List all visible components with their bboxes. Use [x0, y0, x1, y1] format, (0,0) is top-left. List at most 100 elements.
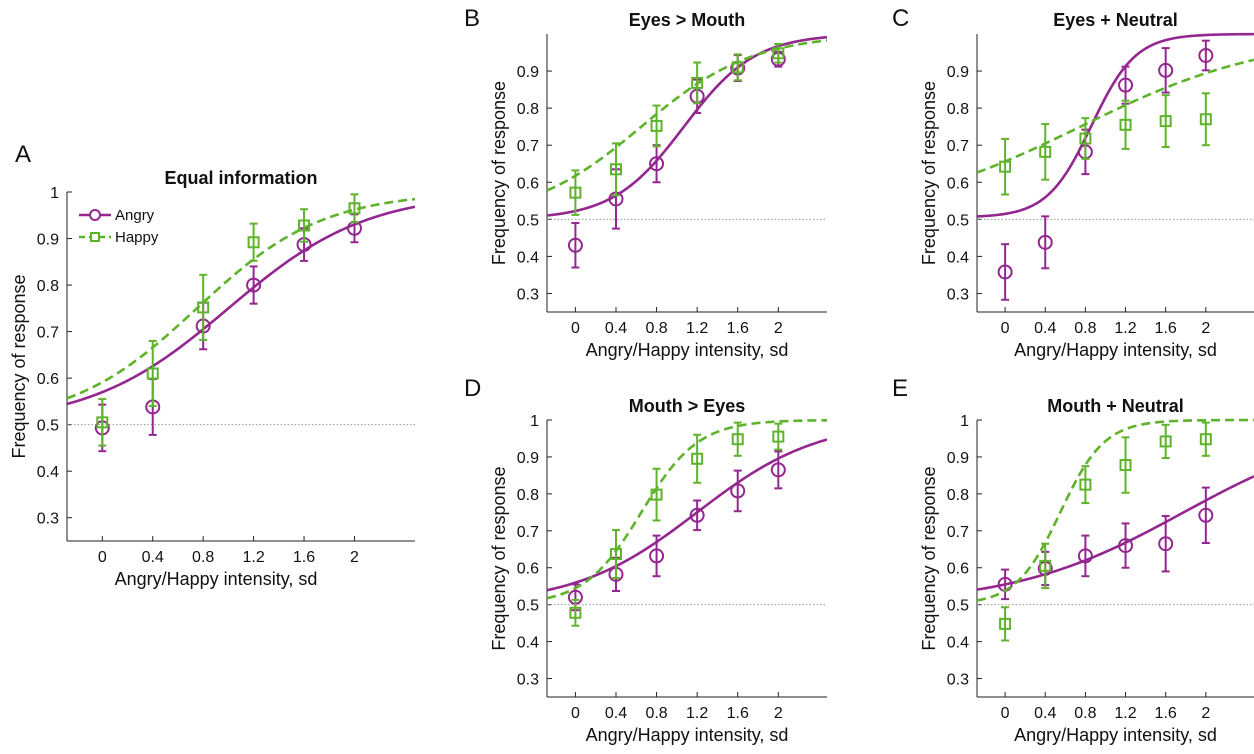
series-angry	[547, 438, 827, 612]
data-point	[650, 119, 663, 132]
y-tick-label: 0.6	[517, 175, 539, 192]
x-tick-label: 0.4	[1034, 705, 1056, 722]
data-point	[1198, 47, 1214, 63]
data-point	[689, 507, 705, 523]
data-point	[569, 606, 582, 619]
panel-d: D Mouth > Eyes 0.3 0.4 0.5 0.6 0.7 0.8 0.9 1 0 0.4 0…	[464, 375, 827, 745]
x-tick-label: 1.6	[1155, 320, 1177, 337]
y-tick-label: 0.9	[947, 64, 969, 81]
x-tick-label: 0	[571, 320, 580, 337]
data-point	[1077, 548, 1093, 564]
data-point	[997, 264, 1013, 280]
x-tick-label: 0.4	[1034, 320, 1056, 337]
data-point	[96, 416, 109, 429]
y-axis-label: Frequency of response	[489, 81, 509, 265]
x-tick-label: 2	[350, 549, 359, 566]
x-tick-label: 0	[98, 549, 107, 566]
y-tick-label: 0.3	[517, 286, 539, 303]
y-axis-label: Frequency of response	[9, 274, 29, 458]
data-point	[691, 452, 704, 465]
data-point	[999, 617, 1012, 630]
fit-curve-angry	[547, 35, 827, 217]
x-tick-label: 2	[774, 320, 783, 337]
y-tick-label: 0.5	[37, 418, 59, 435]
data-point	[567, 237, 583, 253]
data-point	[649, 156, 665, 172]
legend: Angry Happy	[79, 207, 159, 246]
data-point	[1079, 132, 1092, 145]
y-tick-label: 0.4	[947, 249, 969, 266]
x-tick-label: 0	[571, 705, 580, 722]
data-point	[772, 47, 785, 60]
panel-c: C Eyes + Neutral 0.3 0.4 0.5 0.6 0.7 0.8 0.9 0 0.4…	[892, 5, 1254, 360]
y-tick-label: 0.6	[37, 371, 59, 388]
y-tick-label: 0.4	[517, 249, 539, 266]
y-tick-label: 0.9	[517, 450, 539, 467]
x-tick-label: 1.6	[293, 549, 315, 566]
y-tick-label: 0.4	[37, 464, 59, 481]
data-point	[247, 236, 260, 249]
data-point	[1079, 478, 1092, 491]
y-axis-label: Frequency of response	[919, 466, 939, 650]
fit-curve-angry	[67, 205, 415, 406]
panel-e: E Mouth + Neutral 0.3 0.4 0.5 0.6 0.7 0.8 0.9 1 0 0…	[892, 375, 1254, 745]
x-tick-label: 2	[774, 705, 783, 722]
data-point	[650, 488, 663, 501]
legend-item-angry: Angry	[79, 207, 155, 224]
fit-curve-angry	[547, 438, 827, 592]
y-tick-label: 0.8	[37, 278, 59, 295]
data-point	[1198, 507, 1214, 523]
panel-title: Mouth + Neutral	[1047, 396, 1184, 416]
data-point	[348, 202, 361, 215]
x-tick-label: 0.4	[142, 549, 164, 566]
y-tick-label: 0.7	[517, 524, 539, 541]
series-angry	[977, 32, 1254, 301]
data-point	[1119, 118, 1132, 131]
legend-item-happy: Happy	[79, 229, 159, 246]
x-axis-label: Angry/Happy intensity, sd	[586, 725, 789, 745]
legend-label: Happy	[115, 229, 159, 246]
x-tick-label: 1.2	[686, 320, 708, 337]
x-tick-label: 0.4	[605, 320, 627, 337]
y-axis-label: Frequency of response	[489, 466, 509, 650]
panel-title: Equal information	[165, 168, 318, 188]
y-tick-label: 0.4	[517, 635, 539, 652]
series-happy	[67, 193, 415, 447]
fit-curve-angry	[977, 32, 1254, 218]
x-tick-label: 0.4	[605, 705, 627, 722]
x-tick-label: 1.2	[242, 549, 264, 566]
x-tick-label: 2	[1201, 705, 1210, 722]
panel-title: Eyes + Neutral	[1053, 10, 1178, 30]
y-tick-label: 0.7	[517, 138, 539, 155]
y-tick-label: 0.5	[947, 598, 969, 615]
legend-marker	[89, 209, 101, 221]
data-point	[1118, 538, 1134, 554]
y-axis-label: Frequency of response	[919, 81, 939, 265]
y-tick-label: 0.8	[517, 487, 539, 504]
panel-letter: E	[892, 375, 908, 402]
x-tick-label: 0.8	[645, 320, 667, 337]
data-point	[649, 548, 665, 564]
y-tick-label: 1	[960, 413, 969, 430]
data-point	[246, 277, 262, 293]
data-point	[569, 186, 582, 199]
data-point	[731, 433, 744, 446]
y-tick-label: 0.5	[517, 598, 539, 615]
x-tick-label: 1.6	[727, 705, 749, 722]
y-tick-label: 0.3	[37, 511, 59, 528]
y-tick-label: 0.8	[517, 101, 539, 118]
data-point	[731, 61, 744, 74]
y-tick-label: 0.9	[517, 64, 539, 81]
data-point	[1037, 234, 1053, 250]
y-tick-label: 1	[530, 413, 539, 430]
panel-b: B Eyes > Mouth 0.3 0.4 0.5 0.6 0.7 0.8 0.9 0 0.4 0.…	[464, 5, 827, 360]
data-point	[1158, 62, 1174, 78]
data-point	[1199, 113, 1212, 126]
x-axis-label: Angry/Happy intensity, sd	[115, 569, 318, 589]
y-tick-label: 0.7	[947, 524, 969, 541]
data-point	[1039, 145, 1052, 158]
y-tick-label: 0.8	[947, 101, 969, 118]
data-point	[730, 483, 746, 499]
data-point	[1039, 559, 1052, 572]
y-tick-label: 0.7	[947, 138, 969, 155]
